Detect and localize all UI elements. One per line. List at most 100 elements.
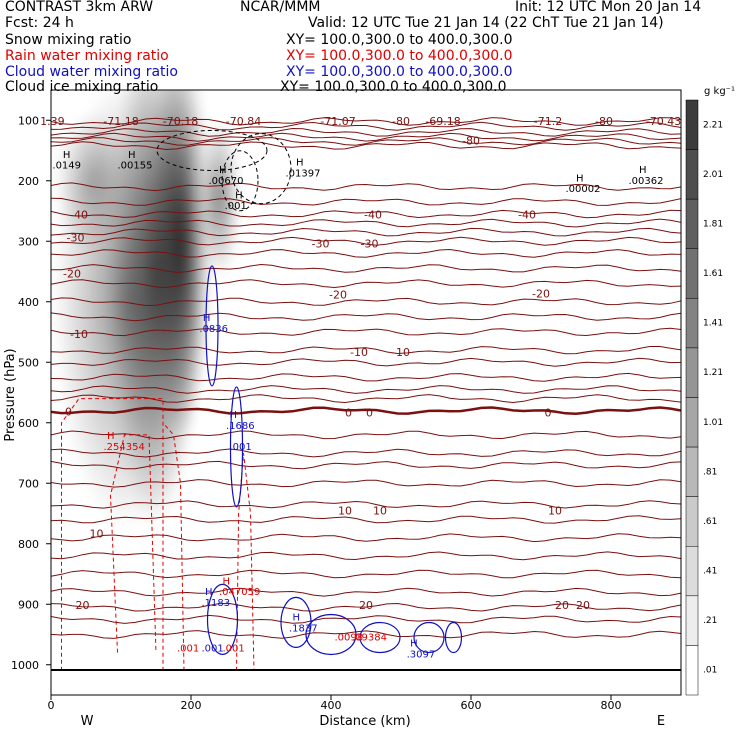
rain-contour	[236, 452, 255, 671]
field-cloudice-xy: XY= 100.0,300.0 to 400.0,300.0	[280, 79, 507, 95]
top-contour-label: -70.18	[163, 115, 198, 128]
top-contour-label: -69.18	[425, 115, 460, 128]
isotherm	[51, 346, 681, 355]
top-contour-label: -71.07	[320, 115, 355, 128]
isotherm	[51, 117, 681, 126]
isotherm	[51, 460, 681, 470]
rain-label: .001	[177, 643, 199, 654]
isotherm	[51, 248, 681, 258]
contour-labels: 1.39 -71.18 -70.18 -70.84 -71.07 -80 -69.18 -71…	[40, 115, 681, 660]
isotherm	[51, 141, 681, 151]
isotherm-label: 10	[90, 528, 104, 541]
isotherm-label: 10	[548, 505, 562, 518]
x-axis-ticks: 0 200 400 600 800	[48, 695, 622, 712]
isotherm	[51, 132, 681, 142]
isotherm	[51, 279, 681, 289]
snow-contours	[156, 130, 292, 212]
colorbar-swatch	[685, 298, 699, 349]
isotherm-label: -10	[350, 346, 368, 359]
x-tick-label: 600	[461, 699, 482, 712]
snow-max-marker: H	[128, 150, 136, 161]
top-contour-label: -70.84	[226, 115, 261, 128]
zero-isotherm	[51, 406, 681, 416]
isotherm-label: 20	[76, 599, 90, 612]
isotherm	[51, 357, 681, 367]
cloud-water-label: .3097	[407, 649, 436, 660]
isotherm	[51, 236, 681, 246]
colorbar-unit: g kg⁻¹	[704, 86, 735, 97]
y-axis-ticks: 100 200 300 400 500 600 700 800 900 1000	[11, 114, 51, 672]
isotherm	[51, 197, 681, 206]
colorbar-label: .81	[703, 467, 717, 477]
colorbar-label: 1.01	[703, 418, 723, 428]
colorbar-swatch	[685, 446, 699, 497]
isotherm-label: -20	[532, 288, 550, 301]
snow-max-marker: H	[219, 165, 227, 176]
colorbar-swatch	[685, 595, 699, 646]
cloud-water-contour	[359, 621, 401, 654]
y-tick-label: 300	[18, 235, 39, 248]
colorbar-swatch	[685, 198, 699, 250]
snow-plume	[53, 110, 133, 251]
isotherm-label: -30	[67, 231, 85, 244]
rain-contours	[61, 398, 255, 671]
cloud-water-label: .001	[230, 442, 252, 453]
isotherm-label: -20	[329, 289, 347, 302]
rain-contour	[109, 434, 157, 653]
rain-max-marker: H	[107, 431, 115, 442]
colorbar-label: .41	[703, 567, 717, 577]
colorbar-label: 2.21	[703, 120, 723, 130]
cloud-water-max-marker: H	[230, 410, 238, 421]
model-name: CONTRAST 3km ARW	[5, 0, 154, 15]
top-contour-label: -70.43	[646, 115, 681, 128]
isotherm-label: -10	[392, 346, 410, 359]
isotherm	[51, 602, 681, 612]
cloud-water-contour	[205, 265, 219, 387]
x-tick-label: 400	[321, 699, 342, 712]
snow-plume	[150, 90, 211, 442]
isotherm-label: -10	[70, 328, 88, 341]
snow-max-label: .00155	[118, 161, 153, 172]
cloud-water-contour	[229, 386, 244, 508]
y-tick-label: 700	[18, 477, 39, 490]
snow-max-label: .001	[225, 201, 247, 212]
isotherm	[51, 394, 681, 404]
isotherm-label: 10	[373, 505, 387, 518]
snow-max-label: .01397	[286, 169, 321, 180]
cloud-water-max-marker: H	[293, 613, 301, 624]
snow-max-marker: H	[576, 173, 584, 184]
isotherm	[51, 385, 681, 394]
colorbar-swatch	[685, 496, 699, 547]
rain-label: .0098	[335, 633, 364, 644]
colorbar-label: 1.41	[703, 319, 723, 329]
isotherm-label: 20	[576, 599, 590, 612]
colorbar-swatch	[685, 397, 699, 448]
isotherm-label: 0	[545, 407, 552, 420]
isotherm	[51, 430, 681, 440]
x-tick-label: 0	[48, 699, 55, 712]
cloud-water-contour	[305, 613, 357, 656]
top-contour-label: -71.2	[534, 115, 562, 128]
snow-max-label: .00362	[629, 176, 664, 187]
rain-label: .254354	[104, 442, 145, 453]
colorbar-label: .01	[703, 666, 717, 676]
cloud-water-label: .1686	[226, 421, 255, 432]
isotherm	[51, 448, 681, 458]
cloud-water-contours	[205, 265, 463, 656]
cloud-water-max-marker: H	[203, 313, 211, 324]
y-axis-label: Pressure (hPa)	[3, 348, 18, 441]
valid-time: Valid: 12 UTC Tue 21 Jan 14 (22 ChT Tue …	[308, 15, 664, 31]
snow-max-marker: H	[235, 190, 243, 201]
init-time: Init: 12 UTC Mon 20 Jan 14	[515, 0, 702, 15]
y-tick-label: 100	[18, 114, 39, 127]
y-tick-label: 900	[18, 598, 39, 611]
colorbar-label: 1.61	[703, 269, 723, 279]
isotherm	[51, 209, 681, 219]
isotherm-label: -30	[361, 237, 379, 250]
snow-max-marker: H	[639, 165, 647, 176]
y-tick-label: 800	[18, 538, 39, 551]
colorbar-swatch	[685, 546, 699, 597]
isotherm	[51, 297, 681, 307]
isotherm-label: -40	[70, 208, 88, 221]
isotherm	[51, 587, 681, 597]
